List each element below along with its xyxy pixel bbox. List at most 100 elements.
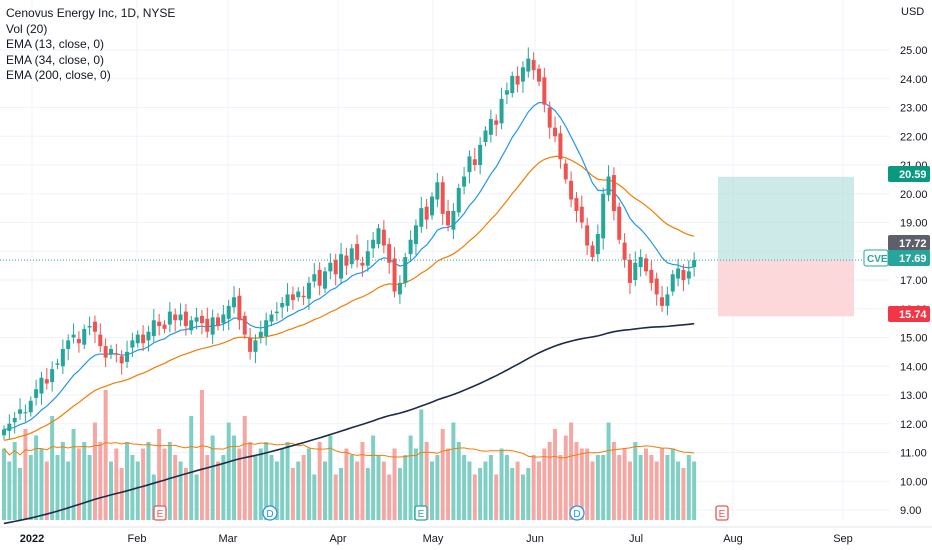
volume-bar (173, 455, 178, 520)
candle-body (574, 198, 579, 211)
candle-body (328, 262, 333, 272)
candle-body (221, 314, 226, 324)
volume-bar (216, 461, 220, 520)
volume-bar (92, 422, 97, 520)
candle-body (365, 251, 370, 266)
candle (611, 167, 616, 221)
volume-bar (456, 442, 461, 520)
candle-body (119, 356, 124, 364)
candle (595, 224, 600, 262)
volume-bar (103, 390, 108, 520)
candle (18, 398, 23, 420)
candle (413, 219, 418, 256)
candle (446, 199, 451, 232)
volume-bar (146, 442, 151, 520)
candle-body (2, 429, 6, 436)
candle (537, 64, 541, 86)
candle-body (462, 176, 467, 187)
candle-body (103, 346, 108, 358)
candle-body (135, 334, 140, 344)
y-tick-label: 17.00 (900, 275, 928, 287)
candle-body (333, 259, 338, 275)
candle-body (151, 320, 156, 337)
candle-body (547, 107, 552, 128)
volume-bar (526, 468, 531, 520)
volume-ma-line (3, 442, 695, 459)
volume-bar (355, 461, 360, 520)
candles (2, 47, 697, 440)
candle (237, 288, 242, 330)
candle (114, 343, 119, 363)
candle-body (280, 303, 285, 308)
x-tick-label: Jul (629, 533, 643, 545)
candle (360, 256, 365, 277)
candle-body (504, 90, 509, 95)
candle-body (28, 400, 33, 413)
volume-bar (467, 461, 472, 520)
volume-bar (306, 448, 311, 520)
volume-bar (264, 442, 269, 520)
candle-body (483, 130, 488, 142)
candle (499, 87, 504, 130)
volume-bar (290, 468, 295, 520)
candle-body (141, 334, 146, 344)
volume-bar (670, 448, 675, 520)
volume-bar (109, 461, 113, 520)
volume-bar (151, 474, 156, 520)
symbol-tag-label: CVE (867, 254, 888, 265)
candle-body (178, 314, 183, 321)
event-marker-shape (262, 505, 278, 521)
legend-ema-200: EMA (200, close, 0) (6, 68, 111, 82)
volume-bar (82, 442, 87, 520)
candle-body (638, 257, 643, 268)
candle-body (344, 255, 349, 266)
volume-bar (660, 448, 665, 520)
candle (419, 196, 424, 233)
candle-body (451, 211, 456, 230)
candle (248, 328, 253, 360)
candle-body (692, 260, 697, 268)
volume-bar (440, 429, 445, 520)
volume-bar (232, 435, 237, 520)
volume-bar (269, 455, 274, 520)
candle (435, 172, 440, 208)
ema-13-line (3, 101, 695, 431)
volume-bar (376, 455, 381, 520)
candle (7, 414, 12, 439)
y-tick-label: 13.00 (900, 390, 928, 402)
event-marker-letter: D (266, 509, 273, 520)
candle-body (419, 208, 424, 227)
candle-body (633, 262, 638, 280)
candle-body (167, 311, 172, 325)
candle (232, 286, 237, 314)
legend-ema-34: EMA (34, close, 0) (6, 52, 105, 67)
volume-bar (130, 455, 135, 520)
volume-bar (34, 435, 39, 520)
volume-bar (504, 455, 509, 520)
candle (558, 125, 563, 169)
event-marker-e: E (715, 505, 729, 521)
candle (638, 249, 643, 277)
candle-body (499, 98, 504, 124)
price-tag: 17.72 (888, 235, 930, 251)
candle-body (408, 239, 413, 255)
candle-body (644, 258, 648, 272)
volume-bar (510, 468, 515, 520)
candle (333, 253, 338, 286)
volume-bar (371, 435, 376, 520)
volume-bar (189, 416, 194, 520)
candle-body (558, 133, 563, 160)
candle (504, 82, 509, 105)
volume-bar (574, 442, 579, 520)
candle (280, 296, 285, 319)
candle (569, 171, 574, 208)
candle (430, 192, 434, 220)
candle (2, 425, 6, 440)
candle-body (82, 328, 87, 345)
volume-bar (585, 448, 590, 520)
volume-bar (649, 455, 654, 520)
candle-body (494, 120, 499, 125)
candle (290, 286, 295, 310)
candle (553, 116, 558, 143)
